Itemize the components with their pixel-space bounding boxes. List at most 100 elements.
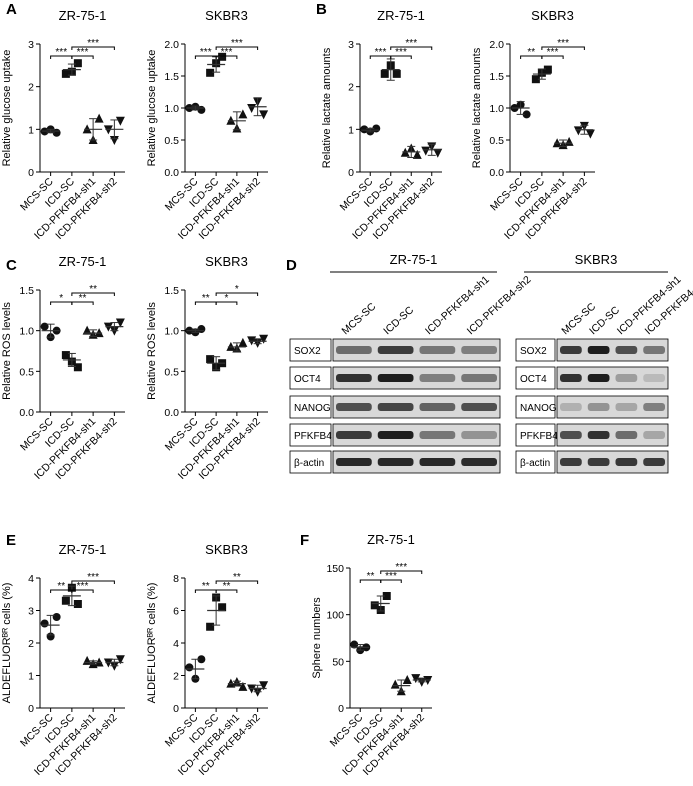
- data-point: [40, 619, 49, 628]
- y-tick-label: 1: [28, 671, 34, 683]
- blot-band: [615, 346, 638, 354]
- data-point: [218, 52, 227, 61]
- blot-band: [419, 346, 456, 354]
- data-point: [82, 325, 92, 335]
- panel-letter: B: [316, 1, 327, 18]
- blot-band: [643, 346, 665, 354]
- blot-band: [587, 403, 610, 411]
- blot-band: [643, 403, 665, 411]
- y-tick-label: 0.0: [489, 167, 504, 179]
- data-point: [390, 679, 400, 689]
- blot-band: [587, 431, 610, 439]
- protein-label-box: [515, 395, 556, 419]
- protein-label-box: [289, 395, 332, 419]
- protein-label-box: [289, 423, 332, 447]
- blot-band: [377, 346, 414, 354]
- data-point: [531, 75, 540, 84]
- protein-label-box: [515, 366, 556, 390]
- significance-label: ***: [200, 47, 212, 58]
- data-point: [259, 681, 269, 691]
- significance-label: **: [233, 572, 241, 583]
- chart-title: SKBR3: [205, 542, 248, 557]
- blot-band: [377, 403, 414, 411]
- chart-title: ZR-75-1: [59, 8, 107, 23]
- significance-label: *: [59, 293, 63, 304]
- significance-label: ***: [557, 38, 569, 49]
- protein-label-box: [289, 450, 332, 474]
- y-tick-label: 1.5: [164, 285, 179, 297]
- blot-band: [461, 403, 497, 411]
- chart-title: SKBR3: [205, 8, 248, 23]
- data-point: [238, 337, 248, 347]
- panel-letter: F: [300, 532, 309, 549]
- significance-bracket: [390, 46, 433, 50]
- data-point: [94, 113, 104, 123]
- y-tick-label: 100: [326, 610, 344, 622]
- y-tick-label: 0.5: [489, 135, 504, 147]
- data-point: [206, 622, 215, 631]
- protein-label-box: [289, 338, 332, 362]
- blot-band: [377, 431, 414, 439]
- panel-letter: D: [286, 257, 297, 274]
- data-point: [218, 603, 227, 612]
- data-point: [392, 69, 401, 78]
- blot-band: [560, 346, 582, 354]
- y-tick-label: 1: [348, 124, 354, 136]
- chart-title: SKBR3: [531, 8, 574, 23]
- y-tick-label: 1.0: [489, 103, 504, 115]
- blot-band: [336, 346, 372, 354]
- protein-label-box: [515, 450, 556, 474]
- y-axis-label: ALDEFLUORᴮᴿ cells (%): [146, 583, 158, 704]
- significance-bracket: [71, 292, 115, 296]
- y-tick-label: 1.5: [164, 71, 179, 83]
- data-point: [543, 65, 552, 74]
- protein-label: SOX2: [520, 346, 547, 357]
- y-axis-label: Relative glucose uptake: [146, 50, 158, 167]
- significance-label: **: [57, 581, 65, 592]
- significance-label: ***: [77, 581, 89, 592]
- significance-bracket: [215, 301, 238, 305]
- blot-band: [419, 458, 456, 466]
- y-axis-label: Relative ROS levels: [1, 302, 13, 400]
- protein-label: SOX2: [294, 346, 321, 357]
- data-point: [412, 149, 422, 159]
- data-point: [115, 318, 125, 328]
- protein-label-box: [515, 338, 556, 362]
- y-tick-label: 2.0: [489, 39, 504, 51]
- blot-band: [615, 403, 638, 411]
- data-point: [360, 125, 369, 134]
- significance-bracket: [71, 301, 94, 305]
- blot-band: [615, 458, 638, 466]
- blot-band: [377, 458, 414, 466]
- y-tick-label: 0.5: [164, 135, 179, 147]
- data-point: [52, 613, 61, 621]
- protein-label-box: [515, 423, 556, 447]
- lane-label: MCS-SC: [340, 300, 379, 337]
- y-tick-label: 2: [173, 671, 179, 683]
- significance-label: ***: [385, 571, 397, 582]
- significance-label: **: [367, 571, 375, 582]
- significance-label: *: [225, 293, 229, 304]
- data-point: [247, 104, 257, 113]
- protein-label: β-actin: [520, 458, 550, 469]
- blot-strip: [332, 338, 501, 362]
- data-point: [259, 334, 269, 344]
- y-axis-label: Relative lactate amounts: [321, 47, 333, 168]
- blot-band: [461, 374, 497, 382]
- y-tick-label: 0.0: [164, 167, 179, 179]
- significance-bracket: [215, 55, 238, 59]
- blot-band: [377, 374, 414, 382]
- protein-label: NANOG: [294, 403, 331, 414]
- data-point: [73, 600, 82, 608]
- protein-label-box: [289, 366, 332, 390]
- chart-title: ZR-75-1: [59, 254, 107, 269]
- blot-band: [615, 374, 638, 382]
- protein-label: NANOG: [520, 403, 557, 414]
- data-point: [522, 110, 531, 119]
- data-point: [564, 136, 574, 146]
- chart-title: SKBR3: [205, 254, 248, 269]
- significance-label: **: [202, 293, 210, 304]
- blot-band: [336, 403, 372, 411]
- y-tick-label: 1.0: [164, 326, 179, 338]
